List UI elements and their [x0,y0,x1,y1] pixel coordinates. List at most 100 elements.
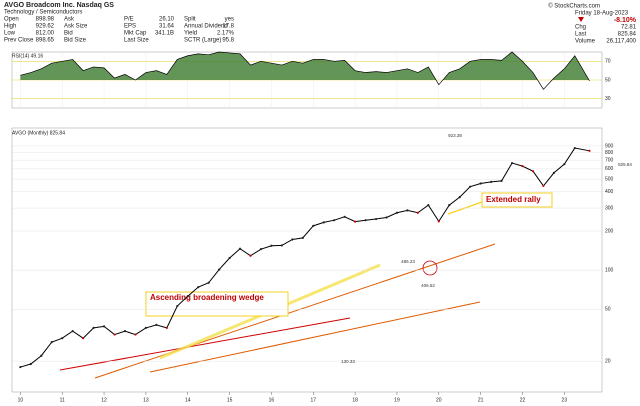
field-label: EPS [124,24,136,30]
field-value: 341.1B [155,31,174,37]
field-label: High [4,24,16,30]
price-point [113,333,116,336]
price-point [448,204,451,207]
price-point [123,330,127,333]
change-pct: -8.10% [614,17,637,24]
price-point [176,304,179,308]
price-point [406,209,409,212]
field-value: 26.10 [159,17,175,23]
price-point [385,216,388,219]
date: Friday 18-Aug-2023 [575,11,629,17]
price-point [521,165,524,168]
price-point [249,254,252,257]
price-point [186,295,189,298]
price-point [510,161,514,165]
price-label: 825.84 [618,162,632,167]
price-point [374,217,378,221]
field-label: P/E [124,17,134,23]
low-circle [422,260,438,276]
credit: © StockCharts.com [548,3,600,10]
down-arrow [578,17,584,22]
price-point [218,268,221,271]
wedge-box [145,291,289,317]
field-label: Low [4,31,16,37]
y-tick-label: 20 [605,358,611,364]
x-tick-label: 23 [562,397,568,403]
x-tick-label: 16 [269,397,275,403]
price-point [479,182,482,185]
field-value: 812.00 [36,31,55,37]
x-tick-label: 17 [310,397,316,403]
price-label: 130.33 [341,359,355,364]
x-tick-label: 13 [143,397,149,403]
field-value: 929.62 [36,24,55,30]
price-point [197,286,200,289]
y-tick-label: 400 [605,189,614,195]
price-point [364,219,367,222]
rsi-line [20,51,590,90]
y-tick-label: 800 [605,150,614,156]
price-point [416,211,419,214]
quote-value: 26,117,400 [606,39,636,45]
price-label: 923.38 [448,133,462,138]
price-point [238,247,242,250]
y-tick-label: 200 [605,228,614,234]
price-point [207,281,210,284]
price-point [61,337,64,340]
rally-box [481,192,553,208]
quote-label: Last [575,32,587,38]
price-point [102,325,106,328]
price-point [40,354,43,357]
price-point [458,196,461,199]
y-tick-label: 50 [605,307,611,313]
y-tick-label: 900 [605,143,614,149]
price-point [312,224,315,227]
price-point [531,170,535,173]
price-point [395,211,399,214]
y-tick-label: 600 [605,166,614,172]
quote-value: 825.84 [618,32,637,38]
field-label: Bid Size [64,38,87,44]
x-tick-label: 21 [478,397,484,403]
wedge-label: Ascending broadening wedge [150,293,264,302]
x-tick-label: 20 [436,397,442,403]
x-tick-label: 14 [185,397,191,403]
price-point [588,149,591,152]
price-panel [11,127,603,393]
field-value: yes [225,17,234,23]
price-point [270,244,273,247]
field-label: Split [184,17,196,23]
price-point [280,244,283,247]
symbol: AVGO Broadcom Inc. Nasdaq GS [4,2,114,9]
price-point [500,179,503,183]
price-point [301,236,304,239]
field-label: Ask [64,17,75,23]
field-value: 17.8 [222,24,234,30]
price-point [50,341,53,344]
field-label: Last Size [124,38,149,44]
rsi-tick-label: 50 [605,77,611,83]
field-label: Yield [184,31,197,37]
rsi-tick-label: 70 [605,59,611,65]
x-tick-label: 18 [352,397,358,403]
price-point [542,184,545,187]
field-label: SCTR (Large) [184,38,221,44]
field-value: 898.98 [36,17,55,23]
y-tick-label: 500 [605,177,614,183]
sector: Technology / Semiconductors [4,10,82,16]
price-point [437,220,440,223]
price-point [490,180,493,183]
price-point [92,326,95,330]
wedge-lower [94,243,496,379]
price-title: AVGO (Monthly) 825.84 [12,130,65,136]
price-point [144,326,148,330]
field-label: Annual Dividend [184,24,228,30]
field-value: 31.64 [159,24,175,30]
y-tick-label: 300 [605,205,614,211]
price-point [19,365,22,369]
price-point [322,221,325,224]
x-tick-label: 11 [60,397,65,403]
price-label: 486.23 [401,259,415,264]
price-point [259,248,263,251]
